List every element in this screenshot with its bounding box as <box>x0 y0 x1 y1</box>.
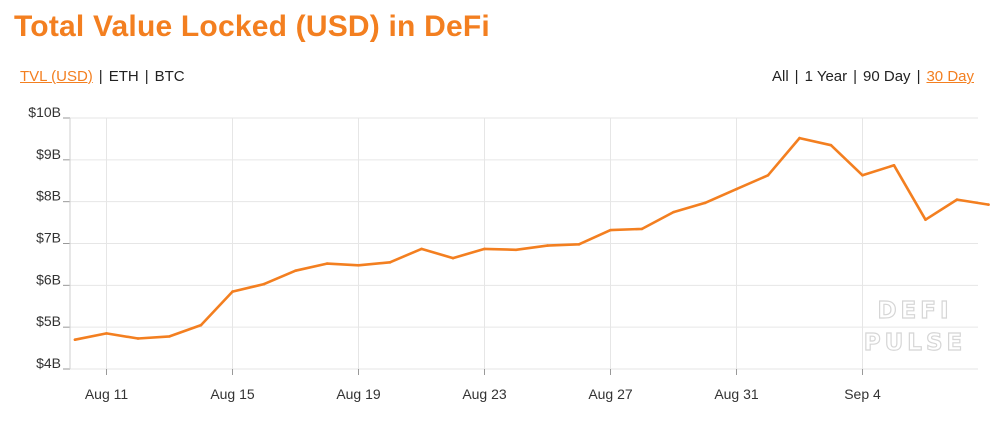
x-tick-label: Aug 11 <box>85 386 129 402</box>
separator: | <box>916 68 921 85</box>
data-point <box>388 261 392 264</box>
data-point <box>483 247 486 251</box>
data-point <box>420 247 423 251</box>
y-tick-label: $9B <box>36 146 61 162</box>
data-point <box>735 187 738 191</box>
data-point <box>766 174 770 177</box>
data-point <box>955 198 959 201</box>
tab-tvl-usd[interactable]: TVL (USD) <box>20 68 93 85</box>
data-point <box>609 228 612 232</box>
y-axis: $10B $9B $8B $7B $6B $5B $4B <box>28 104 61 371</box>
data-point <box>640 227 644 231</box>
watermark-line-1: DEFI <box>877 298 952 324</box>
y-tick-label: $10B <box>28 104 61 120</box>
separator: | <box>794 68 799 85</box>
data-point <box>168 335 171 338</box>
x-axis: Aug 11 Aug 15 Aug 19 Aug 23 Aug 27 Aug 31 Sep … <box>85 386 881 402</box>
separator: | <box>98 68 103 85</box>
separator: | <box>853 68 858 85</box>
x-tick-label: Aug 15 <box>210 386 255 402</box>
y-tick-label: $6B <box>36 271 61 287</box>
range-toggle: All | 1 Year | 90 Day | 30 Day <box>772 68 974 85</box>
data-point <box>703 201 707 205</box>
tab-range-30-day[interactable]: 30 Day <box>926 68 974 85</box>
separator: | <box>144 68 149 85</box>
data-point <box>514 248 518 252</box>
data-point <box>105 332 108 335</box>
tab-range-all[interactable]: All <box>772 68 789 85</box>
y-tick-label: $7B <box>36 230 61 246</box>
tab-range-90-day[interactable]: 90 Day <box>863 68 911 85</box>
series-layer <box>73 136 990 342</box>
data-point <box>829 143 833 147</box>
tab-eth[interactable]: ETH <box>108 68 139 85</box>
tab-btc[interactable]: BTC <box>154 68 185 85</box>
y-tick-label: $5B <box>36 313 61 329</box>
watermark-line-2: PULSE <box>864 330 966 356</box>
data-point <box>924 218 927 221</box>
data-point <box>357 263 360 267</box>
x-tick-label: Aug 31 <box>714 386 759 402</box>
y-tick-label: $8B <box>36 188 61 204</box>
y-tick-label: $4B <box>36 355 61 371</box>
x-tick-label: Aug 19 <box>336 386 381 402</box>
data-point <box>231 290 234 293</box>
data-point <box>672 210 675 214</box>
data-point <box>451 256 455 260</box>
x-tick-label: Aug 23 <box>462 386 507 402</box>
grid-lines <box>63 117 978 375</box>
x-tick-label: Aug 27 <box>588 386 633 402</box>
data-point <box>294 269 297 272</box>
data-point <box>577 243 581 246</box>
data-point <box>325 262 329 265</box>
data-point <box>861 174 864 177</box>
data-point <box>262 282 266 286</box>
x-tick-label: Sep 4 <box>844 386 881 402</box>
page-title: Total Value Locked (USD) in DeFi <box>14 10 490 43</box>
data-point <box>73 338 77 342</box>
data-point <box>987 203 990 206</box>
data-point <box>798 136 801 140</box>
data-point <box>136 337 140 340</box>
tab-range-1-year[interactable]: 1 Year <box>804 68 848 85</box>
data-point <box>892 163 896 167</box>
data-point <box>199 323 203 327</box>
series-line-tvl <box>73 136 990 342</box>
currency-toggle: TVL (USD) | ETH | BTC <box>20 68 185 85</box>
data-point <box>546 244 549 247</box>
watermark-logo: DEFI PULSE <box>863 297 966 356</box>
